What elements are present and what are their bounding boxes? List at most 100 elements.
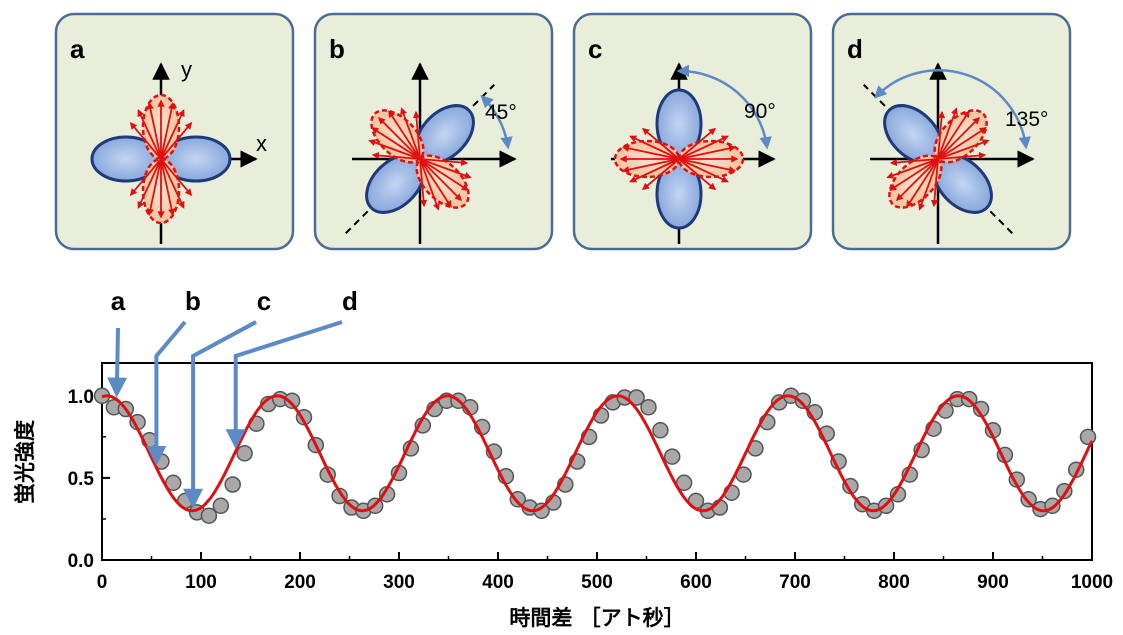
y-tick-label: 0.0: [68, 551, 94, 572]
emission-ray: [377, 116, 421, 160]
y-tick-label: 1.0: [68, 387, 94, 408]
emission-ray: [889, 158, 939, 167]
emission-ray: [419, 158, 463, 202]
panel-c: c 90°: [572, 12, 813, 251]
emission-ray: [146, 101, 162, 160]
delay-markers: a b c d: [107, 286, 358, 509]
emission-ray: [629, 135, 680, 160]
emission-ray: [160, 101, 176, 160]
emission-ray: [419, 158, 428, 208]
x-tick-label: 500: [581, 572, 613, 593]
panel-label: d: [847, 34, 863, 64]
blue-orbital: [90, 135, 232, 183]
orbital-panels: a x y b 45° c 90° d 135°: [54, 12, 1072, 251]
emission-ray: [129, 121, 162, 160]
marker-arrow-c: [183, 320, 257, 509]
emission-ray: [412, 110, 421, 160]
emission-ray: [371, 127, 421, 160]
panel-label: c: [588, 34, 602, 64]
emission-ray: [146, 158, 162, 217]
x-tick-label: 400: [482, 572, 514, 593]
emission-ray: [388, 110, 421, 160]
intensity-chart: 0 100 200 300 400 500 600 700 800 900 1000 0.0 0.5 1…: [13, 286, 1113, 630]
emission-ray: [886, 158, 939, 179]
emission-ray: [906, 158, 939, 208]
data-point: [212, 497, 230, 515]
marker-arrow-b: [146, 320, 187, 466]
x-tick-label: 800: [878, 572, 910, 593]
data-point: [236, 445, 253, 462]
data-point: [640, 399, 657, 416]
x-tick-label: 700: [779, 572, 811, 593]
data-point: [663, 448, 681, 465]
angle-label: 90°: [744, 100, 776, 123]
emission-ray: [371, 151, 421, 160]
marker-arrow-a: [107, 327, 128, 398]
y-tick-label: 0.5: [68, 469, 95, 490]
emission-ray: [621, 144, 680, 160]
blue-orbital: [365, 104, 475, 214]
x-tick-label: 1000: [1071, 572, 1113, 593]
y-axis-name: y: [181, 57, 192, 82]
data-point: [652, 422, 669, 439]
angle-arc: [676, 64, 772, 150]
emission-ray: [160, 109, 185, 160]
x-axis-title: 時間差 ［アト秒］: [509, 606, 684, 630]
marker-label-a: a: [111, 286, 126, 316]
emission-ray: [629, 158, 680, 183]
angle-arc: [874, 69, 1031, 150]
emission-ray: [137, 109, 162, 160]
y-axis-ticks: 0.0 0.5 1.0: [68, 387, 110, 572]
emission-rays: [368, 107, 472, 211]
panel-label: a: [70, 34, 85, 64]
emission-ray: [419, 158, 469, 191]
emission-ray: [419, 158, 440, 211]
y-axis-title: 蛍光強度: [13, 420, 37, 504]
panel-d: d 135°: [831, 12, 1072, 251]
x-tick-label: 600: [680, 572, 712, 593]
marker-label-d: d: [342, 286, 358, 316]
angle-label: 45°: [485, 101, 517, 124]
emission-ray: [918, 158, 939, 211]
emission-rays: [129, 99, 193, 219]
emission-ray: [400, 107, 421, 160]
emission-ray: [678, 158, 737, 174]
angle-label: 135°: [1005, 108, 1048, 131]
emission-ray: [641, 127, 680, 160]
data-point: [283, 392, 301, 410]
emission-ray: [160, 158, 176, 217]
marker-label-b: b: [185, 286, 201, 316]
emission-ray: [678, 158, 717, 191]
emission-ray: [419, 158, 469, 167]
emission-ray: [930, 158, 939, 208]
emission-ray: [419, 158, 472, 179]
x-tick-label: 900: [977, 572, 1009, 593]
data-point: [794, 392, 812, 410]
emission-rays: [619, 127, 739, 191]
emission-ray: [160, 158, 185, 209]
emission-ray: [160, 121, 193, 160]
x-axis-name: x: [256, 131, 267, 156]
marker-label-c: c: [257, 286, 271, 316]
x-tick-label: 100: [185, 572, 217, 593]
fit-curve: [101, 394, 1094, 513]
emission-ray: [368, 139, 421, 160]
emission-ray: [641, 158, 680, 191]
emission-ray: [129, 158, 162, 197]
panel-b: b 45°: [313, 12, 554, 251]
data-point: [628, 389, 645, 406]
emission-ray: [160, 158, 193, 197]
emission-ray: [419, 158, 452, 208]
marker-arrow-d: [225, 320, 343, 450]
emission-ray: [895, 158, 939, 202]
emission-ray: [621, 158, 680, 174]
x-axis-ticks: 0 100 200 300 400 500 600 700 800 900 1000: [97, 552, 1113, 593]
panel-a: a x y: [54, 12, 295, 251]
data-point: [1079, 428, 1097, 446]
x-tick-label: 200: [284, 572, 316, 593]
emission-ray: [137, 158, 162, 209]
emission-ray: [678, 158, 729, 183]
data-point: [331, 487, 348, 505]
data-point: [200, 507, 218, 524]
